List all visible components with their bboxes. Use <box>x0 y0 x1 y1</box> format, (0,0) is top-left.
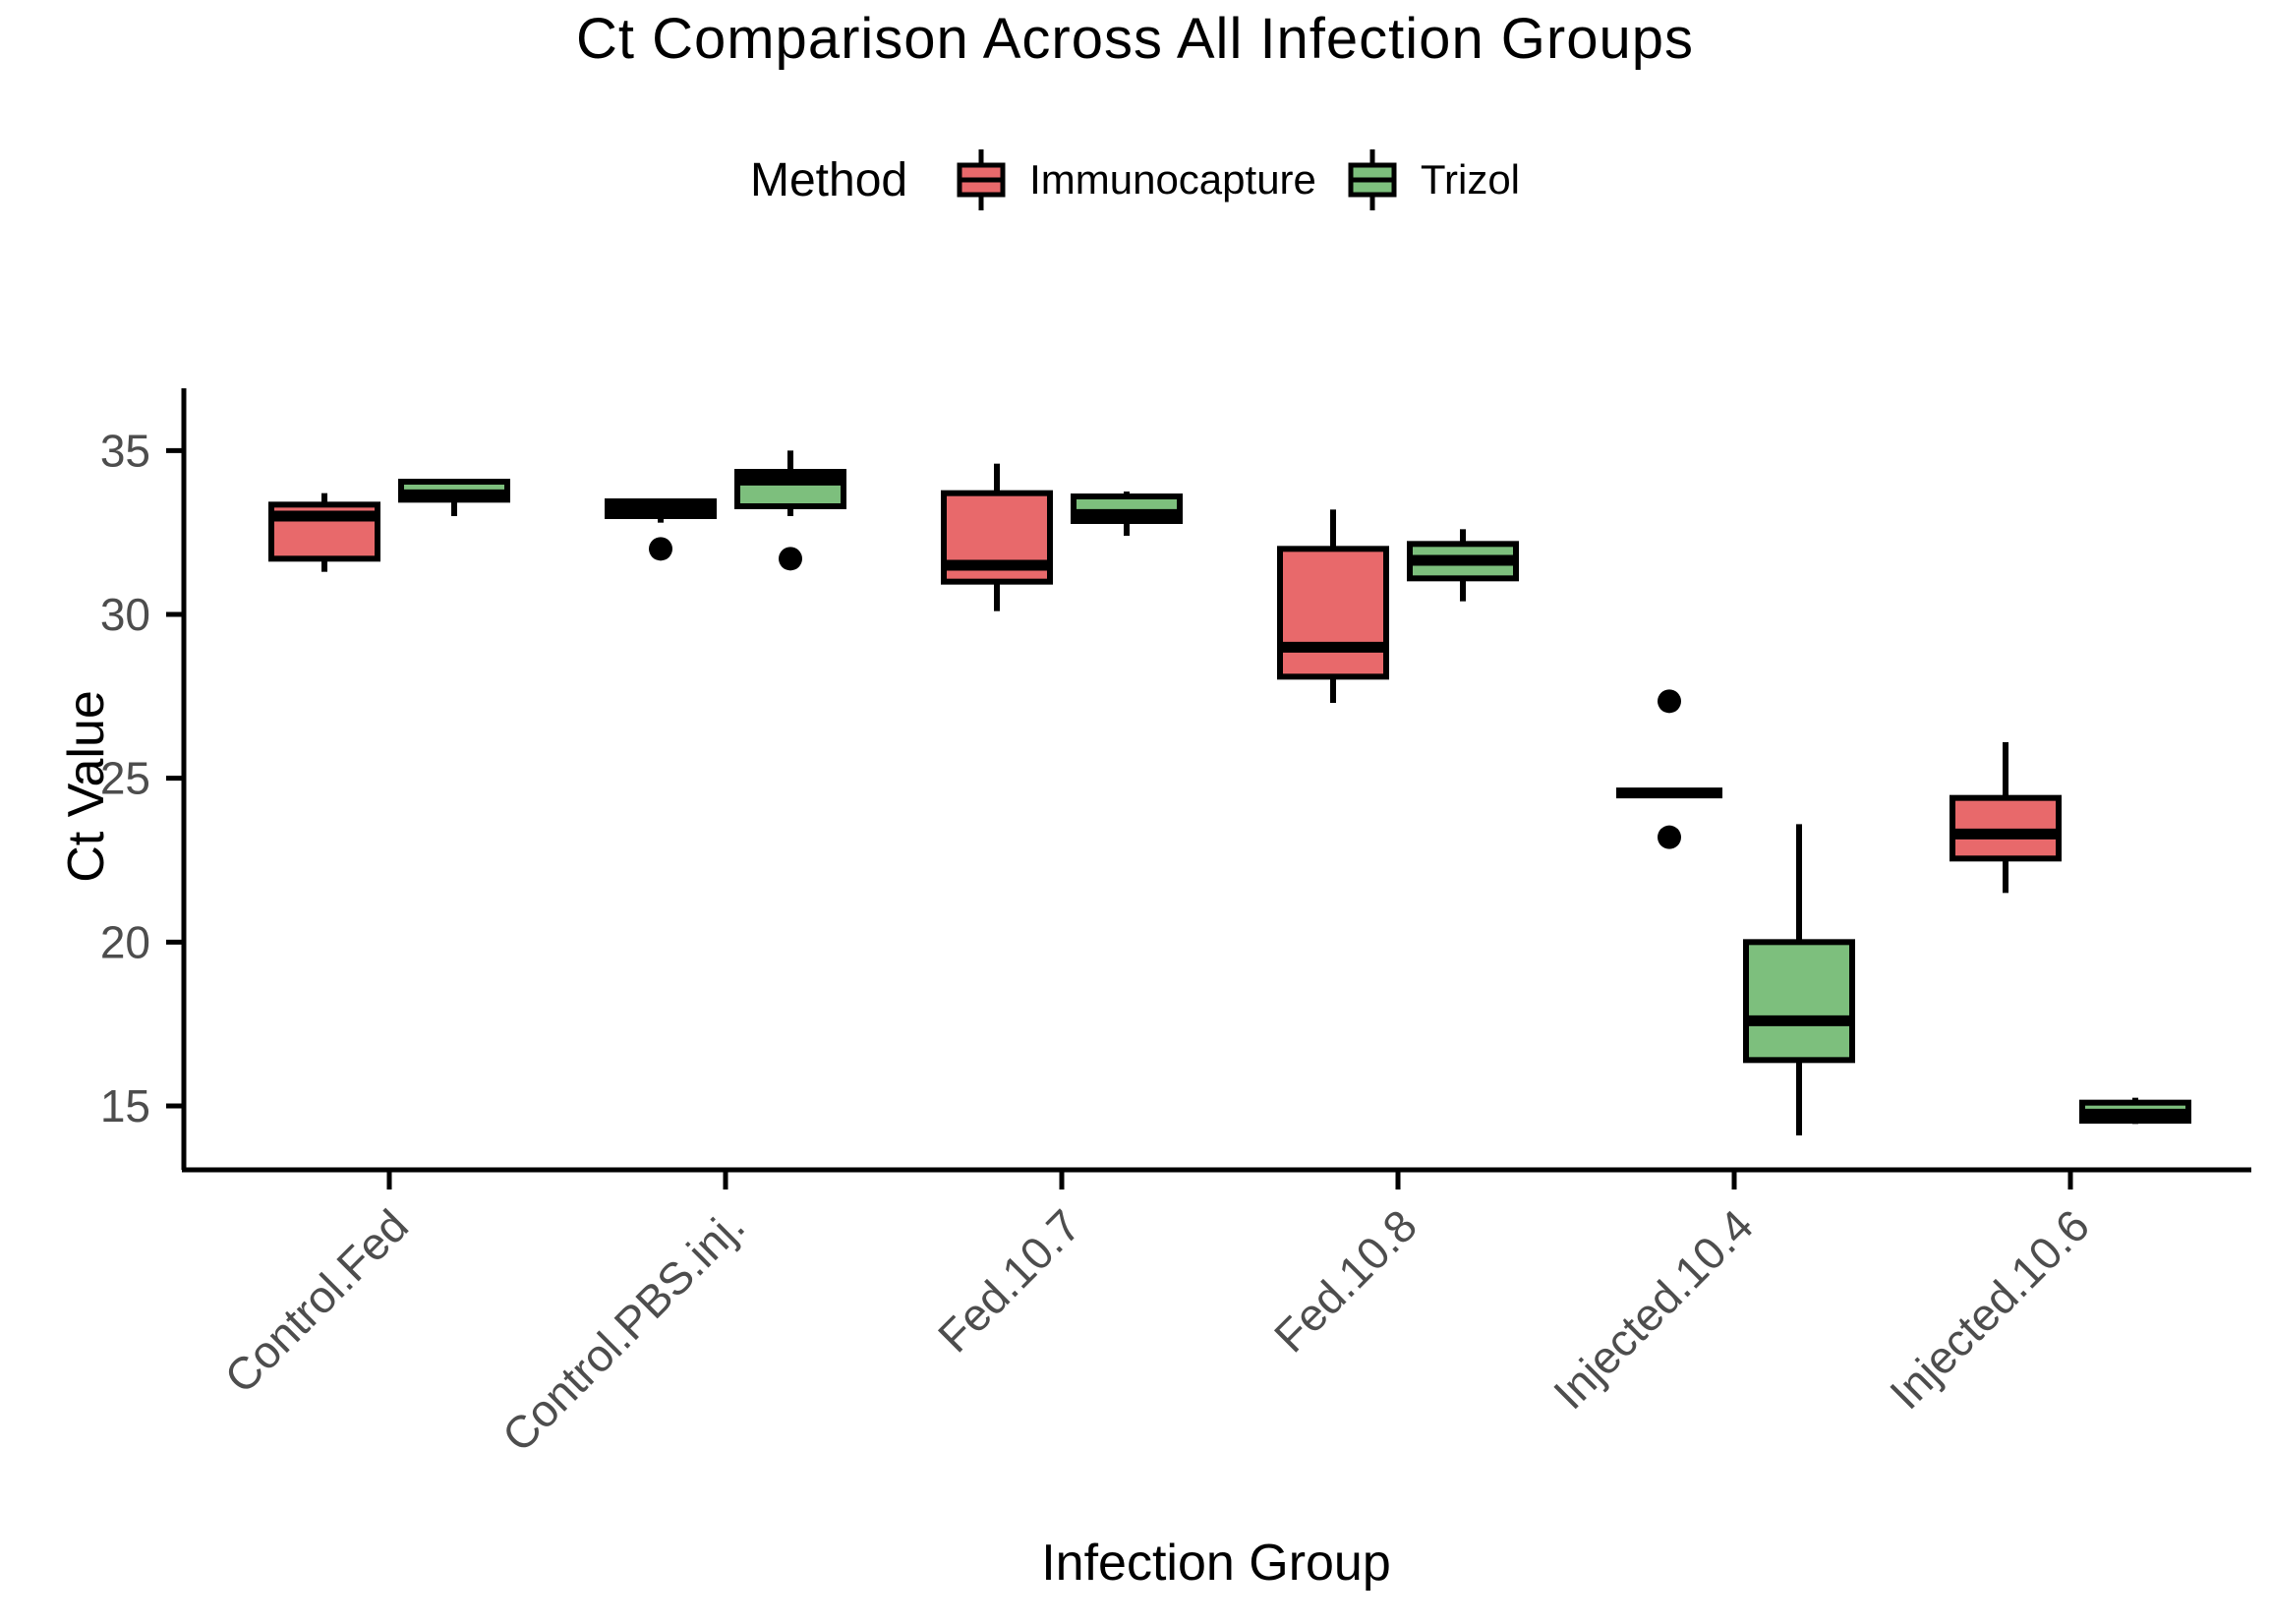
x-tick-label-control-pbs-inj: Control.PBS.inj. <box>493 1199 754 1461</box>
x-tick-label-fed-10-8: Fed.10.8 <box>1264 1199 1426 1362</box>
box-immunocapture-fed-10-8 <box>1277 546 1389 680</box>
x-axis-title: Infection Group <box>1041 1535 1391 1592</box>
box-immunocapture-injected-10-4-outlier <box>1658 689 1681 714</box>
y-tick-label: 30 <box>100 589 150 640</box>
y-tick-label: 20 <box>100 916 150 967</box>
legend-label-trizol: Trizol <box>1420 156 1521 203</box>
legend-item-trizol: Trizol <box>1342 147 1520 212</box>
y-tick-label: 15 <box>100 1080 150 1131</box>
box-trizol-control-pbs-inj-outlier <box>779 547 802 571</box>
box-trizol-injected-10-4 <box>1743 939 1855 1064</box>
x-tick-label-injected-10-4: Injected.10.4 <box>1543 1199 1763 1419</box>
x-tick-label-injected-10-6: Injected.10.6 <box>1880 1199 2099 1419</box>
legend-title: Method <box>749 153 908 206</box>
legend-label-immunocapture: Immunocapture <box>1029 156 1316 203</box>
legend: Method Immunocapture Trizol <box>0 147 2270 212</box>
y-tick-label: 25 <box>100 753 150 804</box>
box-immunocapture-injected-10-6 <box>1950 794 2062 862</box>
chart-title: Ct Comparison Across All Infection Group… <box>575 7 1695 71</box>
boxplot-key-icon <box>957 149 1006 210</box>
box-immunocapture-control-pbs-inj-outlier <box>649 537 672 561</box>
x-tick-label-fed-10-7: Fed.10.7 <box>928 1199 1090 1362</box>
legend-item-immunocapture: Immunocapture <box>951 147 1316 212</box>
box-immunocapture-injected-10-4-outlier <box>1658 825 1681 849</box>
boxplot-key-icon <box>1348 149 1397 210</box>
y-tick-label: 35 <box>100 425 150 476</box>
x-tick-label-control-fed: Control.Fed <box>214 1199 418 1403</box>
